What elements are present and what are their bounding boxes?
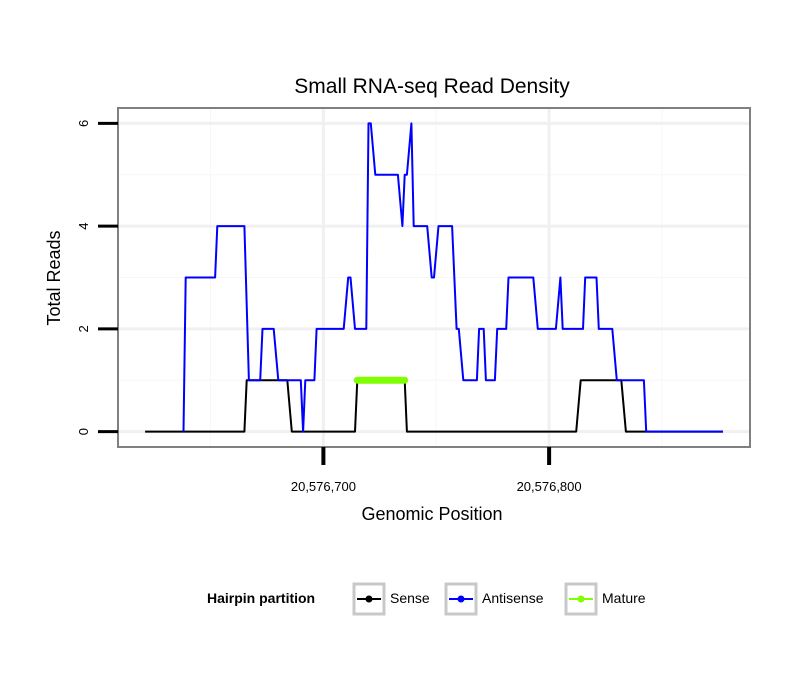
x-tick-label: 20,576,700 [291, 479, 356, 494]
y-tick-label: 2 [76, 325, 91, 332]
legend-label: Antisense [482, 590, 544, 606]
legend: Hairpin partition Sense Antisense Mature [207, 582, 646, 616]
legend-entry-mature: Mature [564, 582, 646, 616]
y-tick-label: 0 [76, 428, 91, 435]
legend-title: Hairpin partition [207, 590, 315, 606]
x-axis-title: Genomic Position [361, 504, 502, 524]
minor-gridlines [118, 108, 750, 447]
y-tick-label: 6 [76, 120, 91, 127]
plot-border [117, 107, 751, 448]
legend-key-point [457, 595, 465, 603]
legend-entry-sense: Sense [352, 582, 430, 616]
plot-area [117, 107, 751, 448]
legend-label: Mature [602, 590, 646, 606]
legend-label: Sense [390, 590, 430, 606]
chart-title: Small RNA-seq Read Density [294, 75, 570, 98]
legend-entry-antisense: Antisense [444, 582, 544, 616]
y-tick-label: 4 [76, 223, 91, 230]
series-line-antisense [182, 122, 723, 433]
x-tick-label: 20,576,800 [517, 479, 582, 494]
series-lines [145, 122, 723, 433]
x-axis: 20,576,700 20,576,800 [291, 447, 582, 494]
legend-key-point [577, 595, 585, 603]
y-axis: 0 2 4 6 [76, 120, 118, 435]
legend-key-point [365, 595, 373, 603]
y-axis-title: Total Reads [44, 230, 64, 325]
